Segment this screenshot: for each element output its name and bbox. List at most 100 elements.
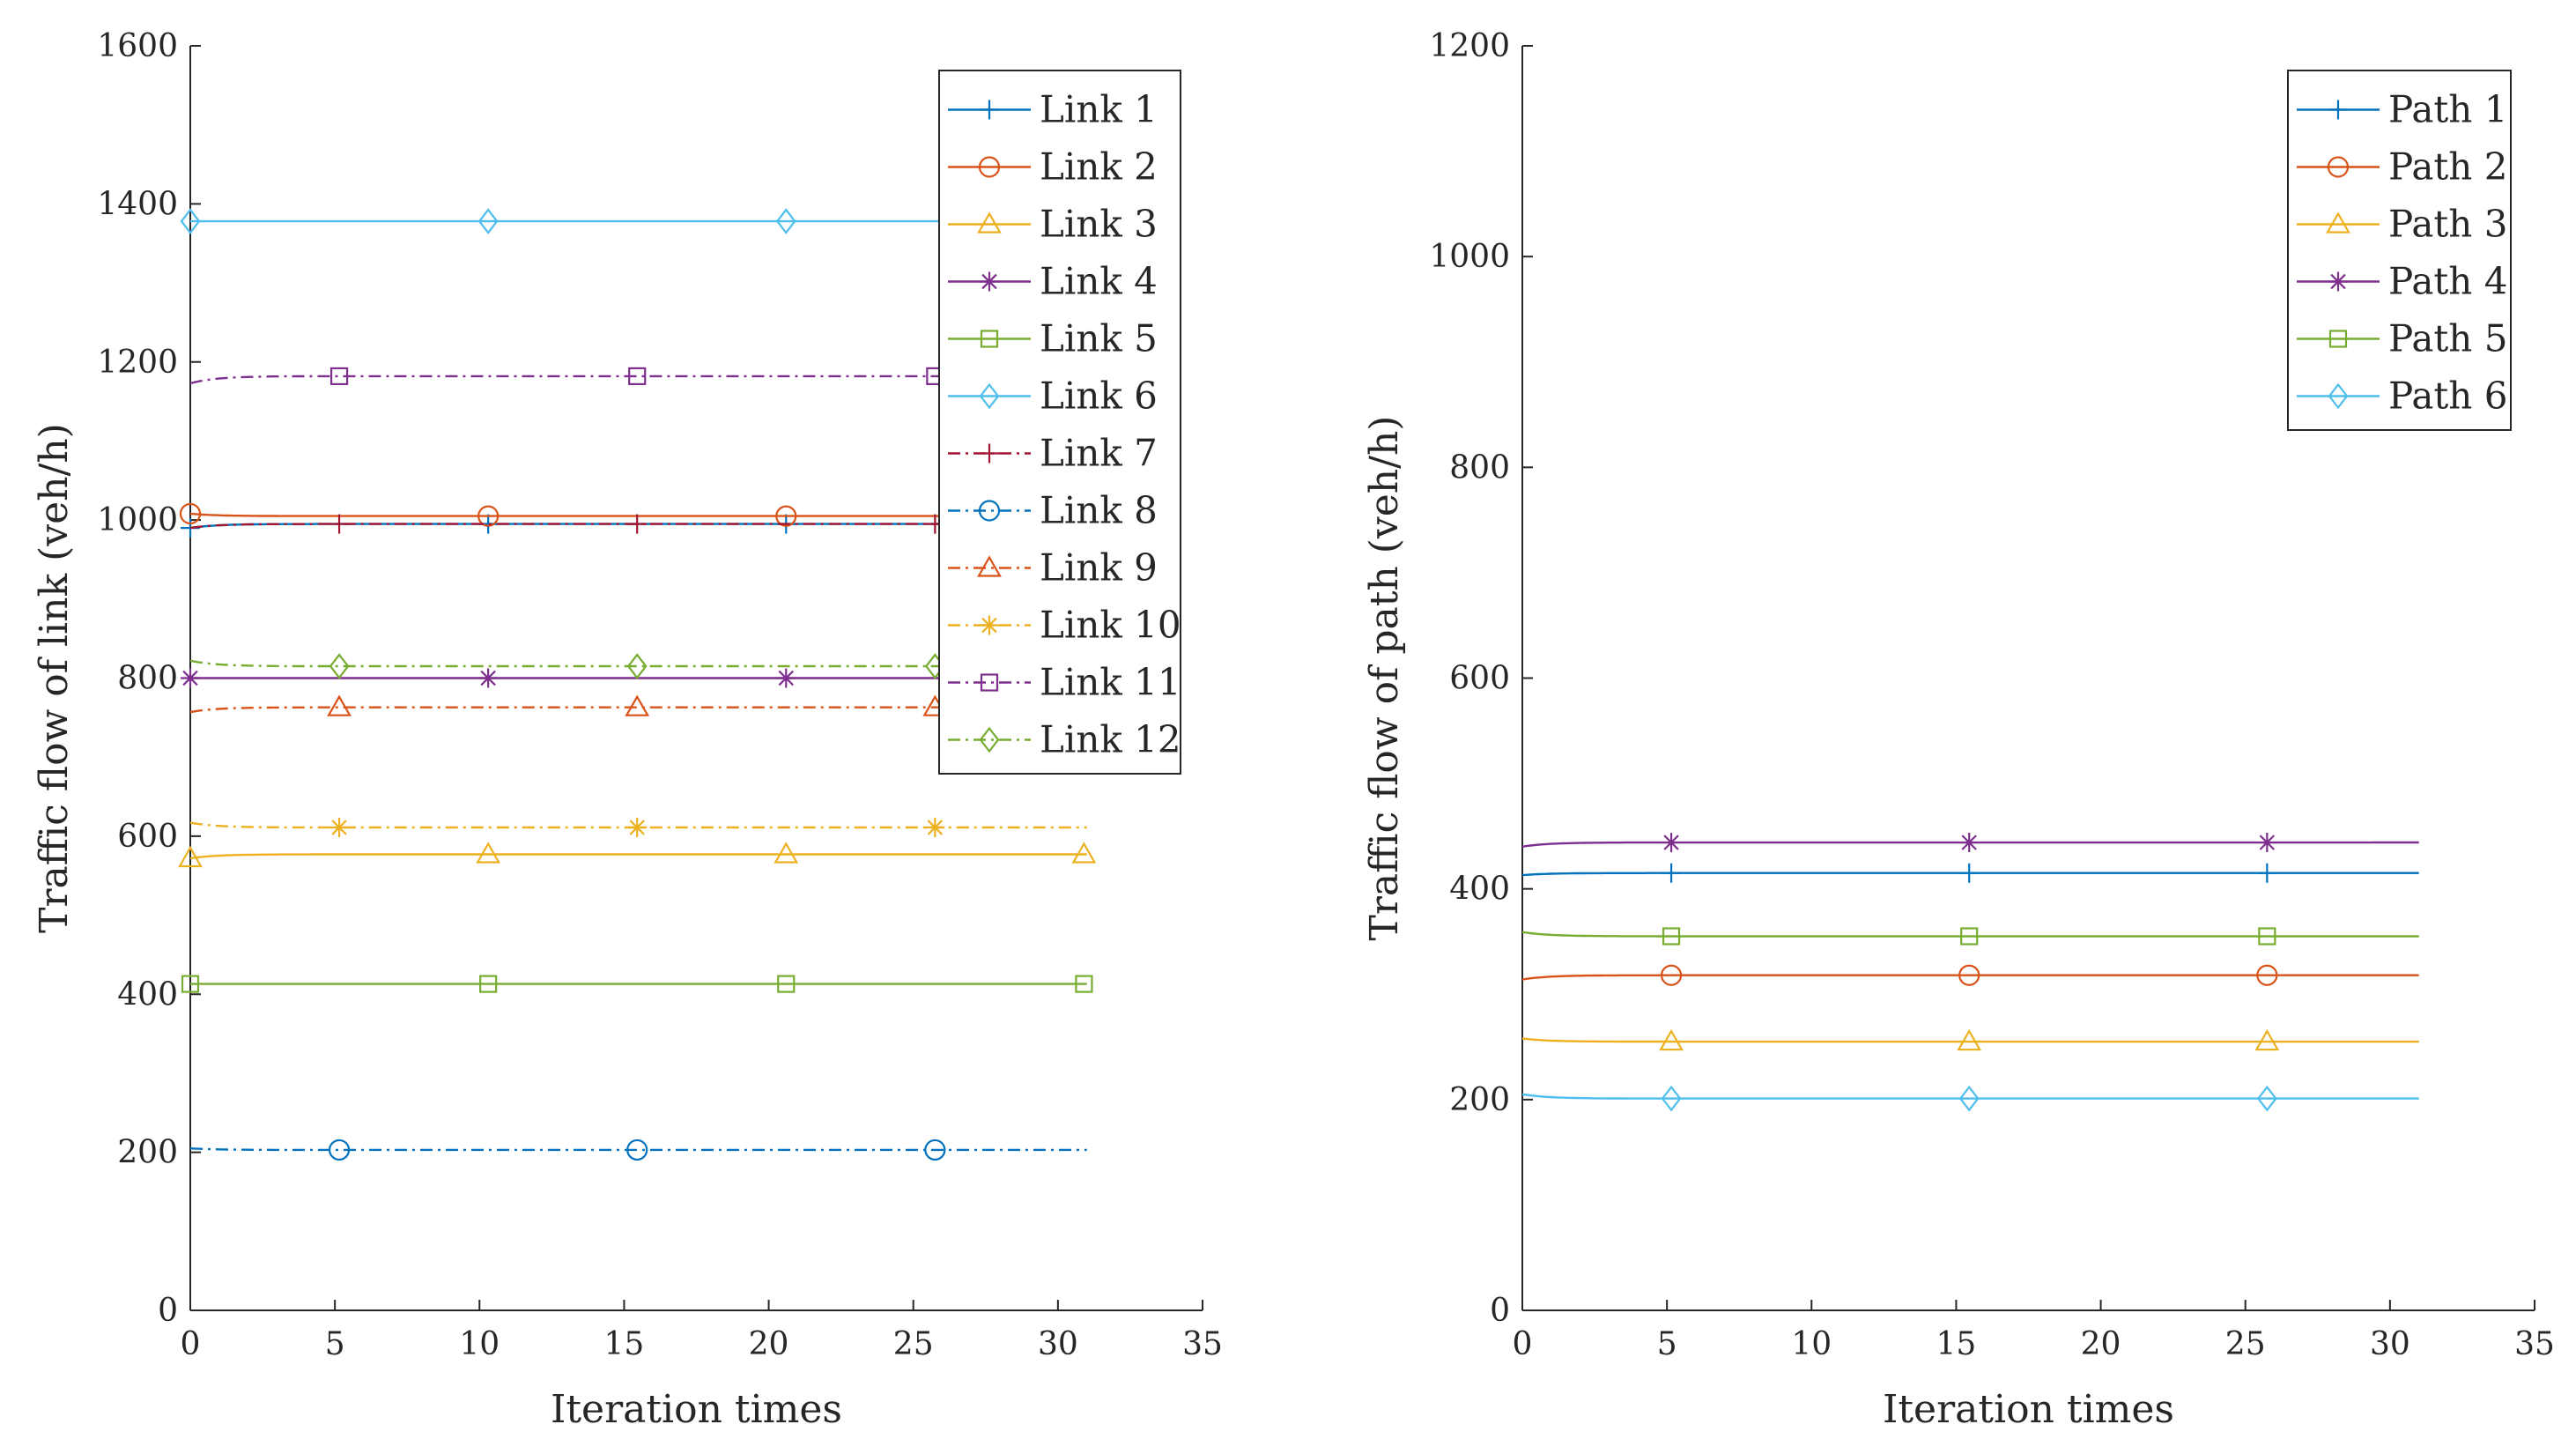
data-point: [2258, 927, 2276, 946]
path-flow-chart: 0 5 10 15 20 25 30 35 0 200 400 600 800 1000 1200 Itera…: [1362, 28, 2555, 1432]
x-tick-label: 5: [325, 1326, 345, 1362]
y-tick-label: 1600: [97, 28, 178, 64]
series-link-11: [189, 367, 1087, 386]
legend-label: Link 12: [1040, 718, 1181, 761]
legend-label: Link 3: [1040, 203, 1158, 246]
x-tick-label: 15: [604, 1326, 645, 1362]
x-axis-label: Iteration times: [1883, 1387, 2174, 1432]
x-tick-label: 25: [2225, 1326, 2266, 1362]
data-point: [2257, 833, 2277, 853]
y-tick-label: 0: [1490, 1293, 1510, 1329]
data-point: [179, 502, 202, 525]
x-tick-label: 25: [893, 1326, 934, 1362]
legend-marker: [2326, 211, 2350, 234]
legend-marker: [2328, 271, 2348, 292]
data-point: [328, 1139, 351, 1161]
y-tick-label: 1000: [97, 502, 178, 538]
data-point: [1662, 833, 1682, 853]
legend-label: Path 3: [2388, 203, 2507, 246]
legend-label: Link 1: [1040, 88, 1158, 131]
data-point: [626, 653, 648, 679]
y-tick-label: 1000: [1429, 239, 1510, 275]
data-point: [2256, 1085, 2277, 1112]
series-path-3: [1521, 1028, 2419, 1051]
y-tick-label: 0: [158, 1293, 178, 1329]
legend-label: Path 5: [2388, 317, 2507, 360]
series-line: [189, 659, 1087, 668]
x-tick-label: 0: [181, 1326, 201, 1362]
y-tick-label: 200: [117, 1135, 178, 1171]
legend-marker: [2328, 330, 2348, 348]
series-line: [1521, 931, 2419, 938]
data-point: [329, 653, 350, 679]
legend-marker: [980, 443, 999, 464]
legend-marker: [980, 100, 999, 120]
series-link-5: [181, 975, 1093, 993]
data-point: [924, 1139, 946, 1161]
data-point: [1958, 1085, 1980, 1112]
y-tick-label: 800: [1449, 449, 1510, 486]
series-line: [1521, 1093, 2419, 1100]
data-point: [1660, 964, 1683, 986]
legend-label: Path 1: [2388, 88, 2507, 131]
series-path-4: [1521, 833, 2419, 853]
legend-box: [2287, 70, 2512, 431]
data-point: [181, 668, 200, 688]
data-point: [1958, 964, 1980, 986]
legend-marker: [2328, 382, 2349, 410]
data-point: [477, 208, 499, 234]
legend-marker: [979, 382, 1000, 410]
data-point: [1662, 863, 1682, 883]
data-point: [925, 818, 945, 838]
x-tick-label: 15: [1936, 1326, 1977, 1362]
y-tick-label: 400: [117, 976, 178, 1013]
y-tick-label: 800: [117, 661, 178, 697]
legend-marker: [977, 211, 1002, 234]
legend-marker: [980, 615, 999, 635]
legend-marker: [980, 673, 999, 692]
x-axis-label: Iteration times: [551, 1387, 842, 1432]
data-point: [476, 842, 501, 864]
x-tick-label: 35: [2514, 1326, 2555, 1362]
x-tick-label: 35: [1182, 1326, 1223, 1362]
y-tick-label: 1200: [97, 345, 178, 381]
legend-marker: [978, 156, 1001, 178]
link-flow-chart: 0 5 10 15 20 25 30 35 0 200 400 600 800 1000 1200 1400 1…: [32, 28, 1223, 1432]
legend-marker: [2327, 156, 2350, 178]
data-point: [329, 817, 350, 837]
legend-label: Link 6: [1040, 375, 1158, 418]
data-point: [775, 208, 796, 234]
legend-marker: [980, 271, 999, 292]
x-tick-label: 30: [1038, 1326, 1078, 1362]
data-point: [1959, 863, 1980, 883]
data-point: [625, 694, 650, 716]
data-point: [626, 1139, 648, 1161]
legend: Path 1 Path 2 Path 3 Path 4 Path 5 Path 6: [2287, 70, 2512, 431]
y-axis-label: Traffic flow of link (veh/h): [32, 423, 77, 933]
x-tick-label: 10: [1791, 1326, 1832, 1362]
data-point: [329, 367, 349, 386]
data-point: [776, 668, 796, 688]
legend-label: Link 9: [1040, 546, 1158, 590]
data-point: [181, 975, 200, 993]
series-link-8: [189, 1139, 1087, 1161]
x-tick-label: 10: [459, 1326, 500, 1362]
data-point: [329, 514, 350, 534]
legend-label: Link 10: [1040, 604, 1181, 647]
data-point: [774, 842, 799, 864]
series-line: [189, 1146, 1087, 1152]
x-tick-label: 30: [2370, 1326, 2410, 1362]
data-point: [1957, 1028, 1982, 1051]
y-tick-label: 1400: [97, 186, 178, 222]
series-line: [189, 706, 1087, 714]
legend-label: Link 2: [1040, 145, 1158, 189]
legend-marker: [977, 555, 1002, 577]
x-tick-label: 5: [1657, 1326, 1677, 1362]
data-point: [627, 514, 648, 534]
legend: Link 1 Link 2 Link 3 Link 4 Link 5 Link 6 Link…: [938, 70, 1181, 775]
x-tick-label: 20: [749, 1326, 789, 1362]
legend-box: [938, 70, 1181, 775]
data-point: [775, 505, 797, 527]
series-path-1: [1521, 863, 2419, 883]
